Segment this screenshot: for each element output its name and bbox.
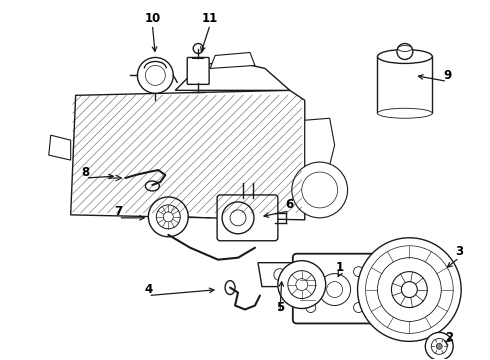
Circle shape (193, 44, 203, 54)
Circle shape (354, 267, 364, 276)
Polygon shape (258, 263, 302, 287)
Circle shape (354, 302, 364, 312)
Ellipse shape (225, 280, 235, 294)
Polygon shape (175, 60, 290, 90)
Text: 3: 3 (455, 245, 463, 258)
Circle shape (302, 172, 338, 208)
Circle shape (436, 343, 442, 349)
Ellipse shape (146, 181, 159, 191)
Text: 6: 6 (286, 198, 294, 211)
Text: 10: 10 (144, 12, 161, 25)
Circle shape (377, 258, 441, 321)
Circle shape (278, 261, 326, 309)
Text: 7: 7 (115, 205, 122, 219)
Circle shape (306, 302, 316, 312)
Text: 11: 11 (202, 12, 218, 25)
Circle shape (318, 274, 350, 306)
Text: 8: 8 (81, 166, 90, 179)
Circle shape (401, 282, 417, 298)
Polygon shape (71, 90, 305, 220)
FancyBboxPatch shape (187, 58, 209, 84)
Ellipse shape (377, 50, 432, 63)
Circle shape (137, 58, 173, 93)
Circle shape (358, 238, 461, 341)
Circle shape (306, 267, 316, 276)
Text: 9: 9 (443, 69, 451, 82)
FancyBboxPatch shape (293, 254, 375, 323)
Text: 5: 5 (276, 301, 284, 314)
FancyBboxPatch shape (217, 195, 278, 241)
Circle shape (366, 246, 453, 333)
Circle shape (431, 338, 447, 354)
Circle shape (288, 271, 316, 298)
Circle shape (146, 66, 165, 85)
Polygon shape (305, 118, 335, 168)
Circle shape (397, 44, 413, 59)
Circle shape (296, 279, 308, 291)
Text: 2: 2 (445, 331, 453, 344)
Circle shape (292, 162, 347, 218)
Circle shape (222, 202, 254, 234)
Circle shape (327, 282, 343, 298)
Text: 1: 1 (336, 261, 343, 274)
Circle shape (274, 269, 286, 280)
Text: 4: 4 (144, 283, 152, 296)
Circle shape (163, 212, 173, 222)
Polygon shape (49, 135, 71, 160)
Ellipse shape (377, 108, 432, 118)
Circle shape (392, 272, 427, 307)
Circle shape (425, 332, 453, 360)
Polygon shape (210, 53, 255, 68)
Circle shape (156, 205, 180, 229)
Ellipse shape (398, 45, 412, 51)
FancyBboxPatch shape (377, 57, 432, 113)
Circle shape (148, 197, 188, 237)
Circle shape (230, 210, 246, 226)
